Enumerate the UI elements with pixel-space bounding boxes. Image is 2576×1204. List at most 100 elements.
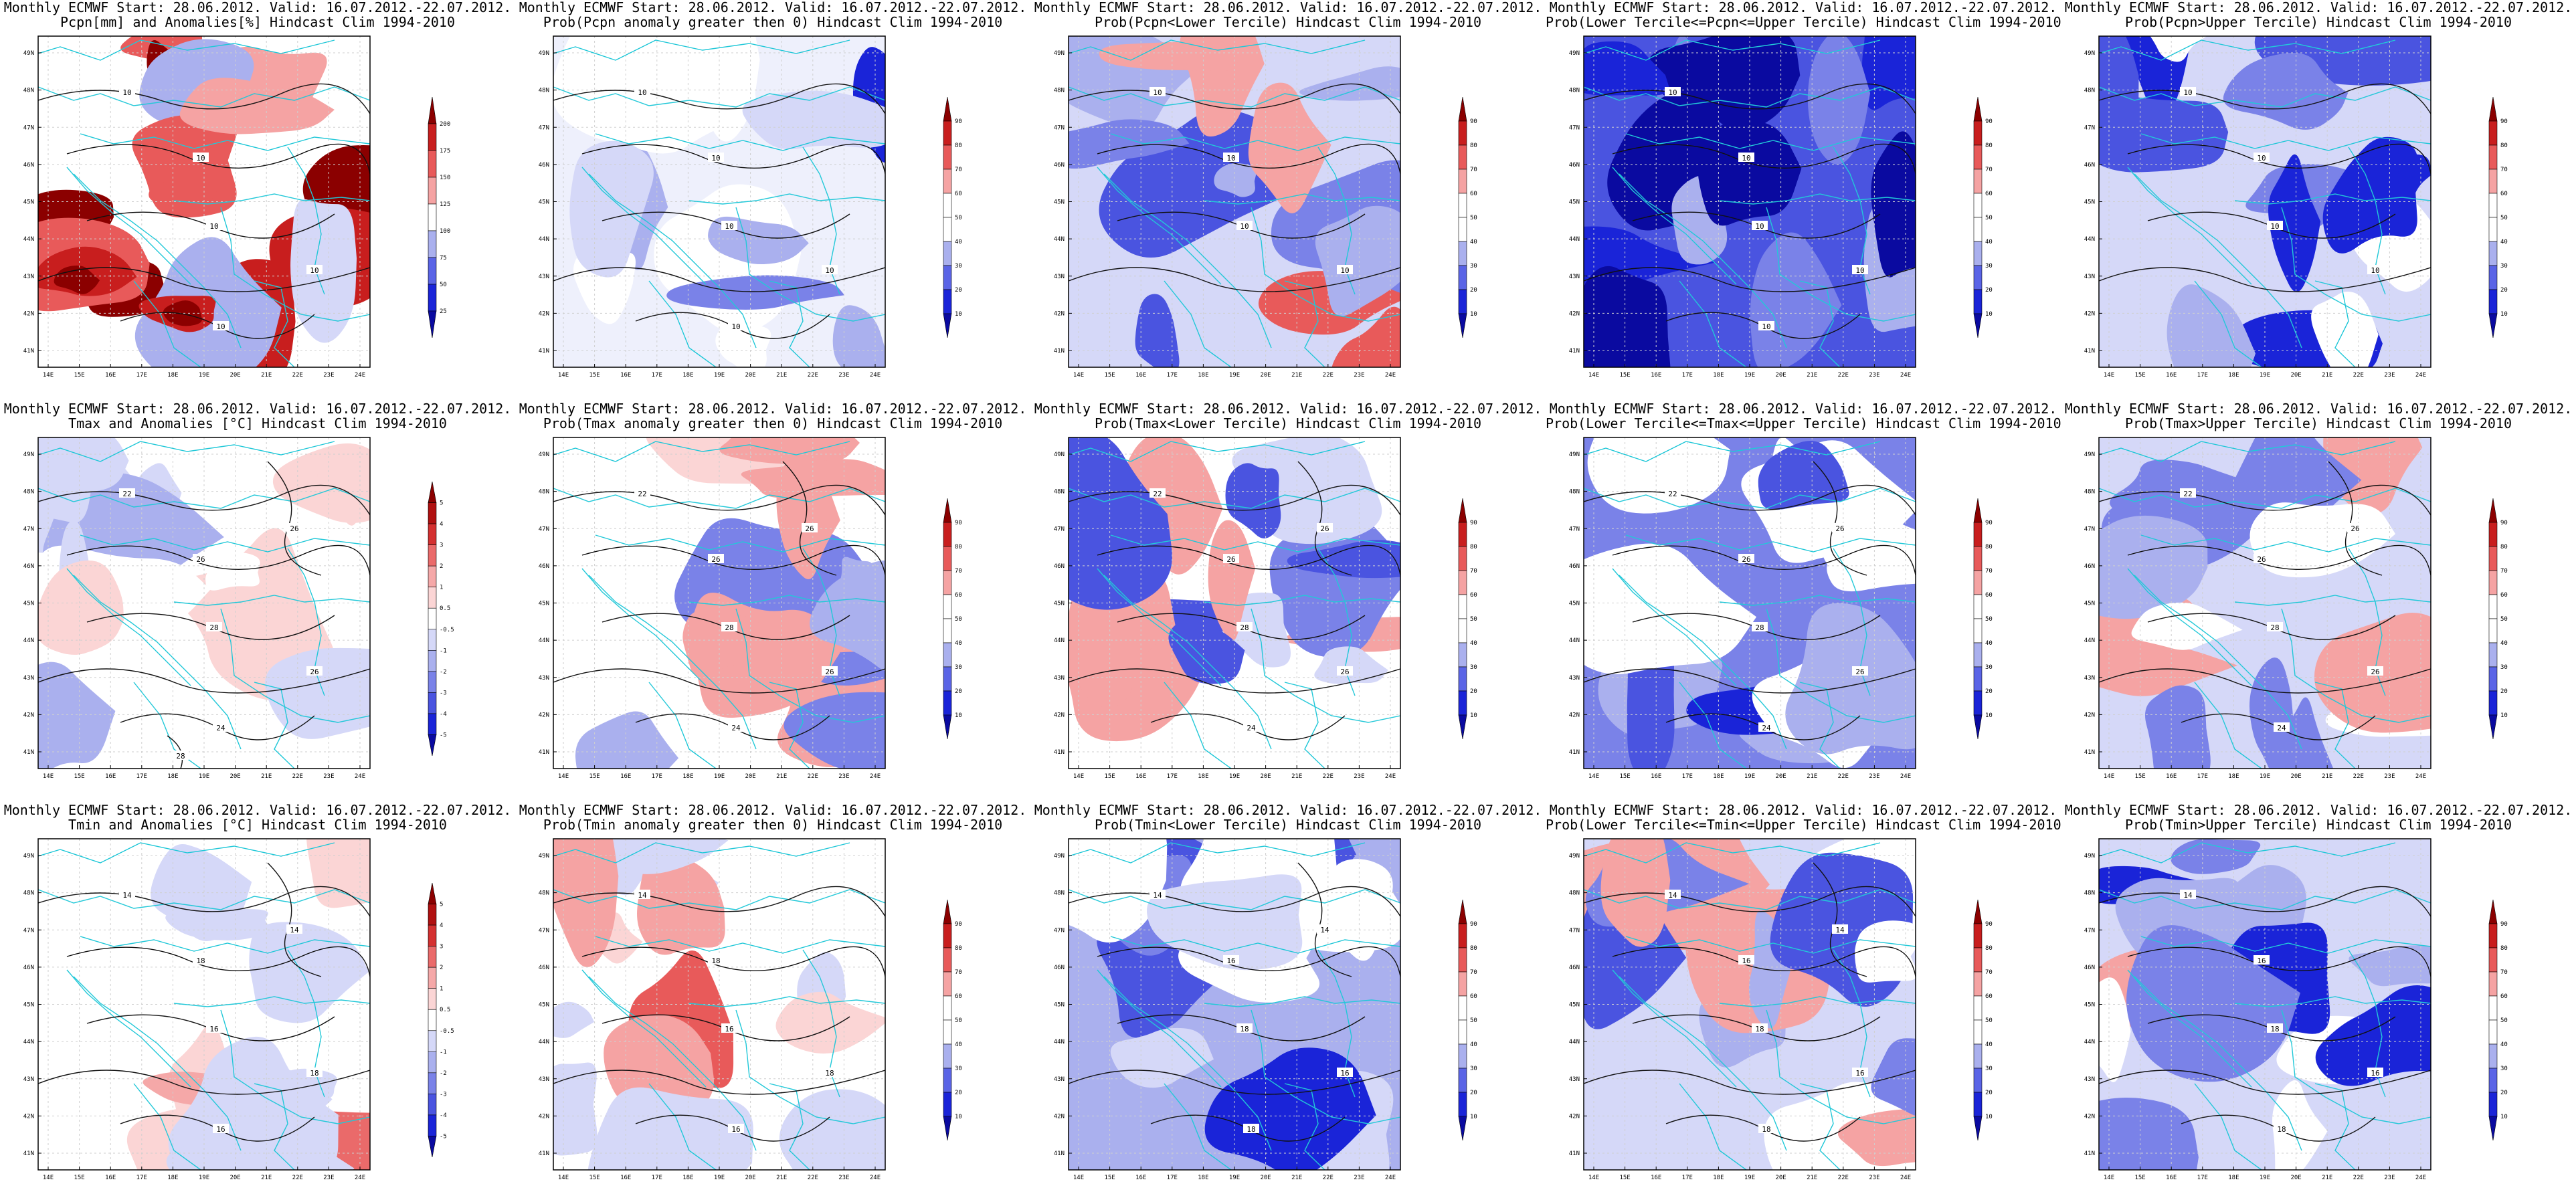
contour-label: 18 xyxy=(1247,1125,1255,1134)
lon-label: 17E xyxy=(136,773,147,780)
panel-title-line1: Monthly ECMWF Start: 28.06.2012. Valid: … xyxy=(3,401,512,417)
contour-label-bg xyxy=(2367,265,2383,274)
lon-label: 23E xyxy=(838,773,849,780)
border-line xyxy=(2099,441,2396,462)
climatology-contours xyxy=(1069,461,1400,740)
colorbar-segment xyxy=(428,1009,437,1031)
panel-title-line2: Prob(Pcpn anomaly greater then 0) Hindca… xyxy=(543,14,1003,30)
lat-label: 41N xyxy=(23,348,34,355)
border-line xyxy=(1584,889,1916,910)
contour-line xyxy=(38,668,370,694)
contour-label: 10 xyxy=(1340,266,1349,275)
lat-label: 48N xyxy=(539,88,549,94)
colorbar-segment xyxy=(943,498,952,523)
lon-label: 20E xyxy=(1260,773,1271,780)
contour-label: 16 xyxy=(1340,1069,1349,1078)
border-line xyxy=(133,1083,201,1170)
shaded-area xyxy=(166,1129,355,1170)
shaded-area xyxy=(719,437,860,464)
colorbar-label: 70 xyxy=(955,167,962,173)
colorbar-label: 40 xyxy=(2500,239,2508,245)
shaded-area xyxy=(1750,232,1842,367)
colorbar-segment xyxy=(1458,169,1467,194)
lat-label: 45N xyxy=(2084,1002,2095,1009)
contour-label: 28 xyxy=(209,623,218,632)
contour-label-bg xyxy=(728,321,744,330)
colorbar-segment xyxy=(1458,546,1467,571)
colorbar-label: 70 xyxy=(2500,969,2508,976)
map-canvas: 10 10 10 10 10 49N 48N 47N 46N 45N 44N 43N 42N 41N 14E… xyxy=(23,35,450,379)
colorbar: 90 80 70 60 50 40 30 20 10 xyxy=(2488,96,2508,338)
graticule xyxy=(1069,839,1400,1170)
lon-label: 21E xyxy=(776,773,787,780)
lat-label: 42N xyxy=(1569,1113,1580,1120)
colorbar-segment xyxy=(428,629,437,651)
shaded-area xyxy=(2249,502,2396,578)
map-canvas: 22 26 28 26 24 26 49N 48N 47N 46N 45N 44N 43N 42N 41N 1… xyxy=(2084,437,2508,780)
colorbar-segment xyxy=(1973,265,1983,290)
border-line xyxy=(133,280,201,367)
lat-label: 42N xyxy=(1054,712,1065,718)
map-panel: Monthly ECMWF Start: 28.06.2012. Valid: … xyxy=(1546,401,2061,803)
contour-label: 26 xyxy=(290,524,298,533)
colorbar: 5 4 3 2 1 0.5 -0.5 -1 -2 -3 -4 -5 xyxy=(428,882,454,1158)
map-panel: Monthly ECMWF Start: 28.06.2012. Valid: … xyxy=(515,803,1030,1204)
contour-label-bg xyxy=(2180,87,2196,96)
contour-label: 14 xyxy=(1668,891,1677,900)
colorbar-segment xyxy=(1458,690,1467,716)
border-line xyxy=(1625,133,1916,151)
country-borders xyxy=(1069,39,1400,367)
border-line xyxy=(1069,842,1366,864)
colorbar-label: 30 xyxy=(1985,664,1993,671)
shaded-area xyxy=(2099,96,2229,173)
lat-label: 44N xyxy=(1569,637,1580,644)
border-line xyxy=(1164,1083,1232,1170)
lat-label: 41N xyxy=(2084,348,2095,355)
contour-label: 10 xyxy=(2371,266,2379,275)
lon-label: 18E xyxy=(2228,1175,2239,1181)
colorbar-label: 90 xyxy=(1470,921,1477,928)
lat-label: 47N xyxy=(2084,927,2095,934)
colorbar-segment xyxy=(1458,289,1467,314)
colorbar-segment xyxy=(428,565,437,587)
lat-label: 46N xyxy=(1569,965,1580,971)
contour-label: 26 xyxy=(1320,524,1329,533)
colorbar-segment xyxy=(428,967,437,989)
colorbar-segment xyxy=(2488,144,2498,170)
colorbar-segment xyxy=(2488,618,2498,643)
lon-label: 18E xyxy=(167,773,178,780)
lon-label: 24E xyxy=(1900,1175,1911,1181)
border-line xyxy=(1069,441,1366,462)
colorbar-label: -0.5 xyxy=(440,627,454,633)
contour-label-bg xyxy=(1149,890,1166,899)
panel-title-line1: Monthly ECMWF Start: 28.06.2012. Valid: … xyxy=(1549,401,2057,417)
colorbar-segment xyxy=(2488,995,2498,1021)
lat-label: 43N xyxy=(1054,675,1065,682)
contour-label-bg xyxy=(206,622,222,631)
border-line xyxy=(688,193,885,205)
shaded-area xyxy=(2278,697,2333,769)
colorbar-segment xyxy=(2488,96,2498,122)
lat-label: 46N xyxy=(23,162,34,169)
colorbar-label: 50 xyxy=(2500,616,2508,623)
border-line xyxy=(1204,595,1400,606)
colorbar-label: 50 xyxy=(955,1017,962,1024)
contour-label-bg xyxy=(1149,87,1166,96)
border-line xyxy=(254,1083,295,1170)
colorbar-label: 4 xyxy=(440,922,443,929)
colorbar-label: 60 xyxy=(1985,592,1993,599)
colorbar-label: -3 xyxy=(440,1091,447,1098)
lon-label: 20E xyxy=(1775,372,1786,379)
border-line xyxy=(2234,595,2431,606)
contour-line xyxy=(1097,143,1400,175)
colorbar-segment xyxy=(1973,217,1983,242)
contour-line xyxy=(1069,83,1400,114)
border-line xyxy=(588,976,757,1151)
border-line xyxy=(2194,280,2262,367)
lon-label: 15E xyxy=(589,372,600,379)
shaded-area xyxy=(1871,131,1916,278)
country-borders xyxy=(1069,441,1400,769)
lon-label: 16E xyxy=(1135,1175,1146,1181)
colorbar-label: 20 xyxy=(2500,287,2508,294)
